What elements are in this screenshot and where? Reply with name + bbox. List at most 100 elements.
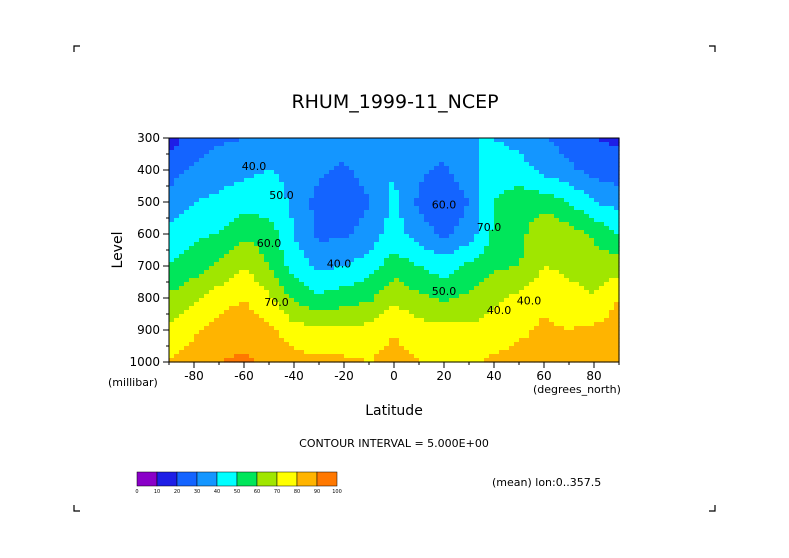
heatmap-cell [444,238,450,243]
heatmap-cell [589,266,595,271]
heatmap-cell [219,290,225,295]
heatmap-cell [594,350,600,355]
heatmap-cell [229,174,235,179]
heatmap-cell [354,186,360,191]
heatmap-cell [264,242,270,247]
heatmap-cell [259,262,265,267]
heatmap-cell [584,170,590,175]
heatmap-cell [404,346,410,351]
heatmap-cell [494,218,500,223]
heatmap-cell [379,190,385,195]
heatmap-cell [524,330,530,335]
heatmap-cell [439,210,445,215]
heatmap-cell [259,306,265,311]
heatmap-cell [474,254,480,259]
heatmap-cell [189,234,195,239]
heatmap-cell [534,326,540,331]
heatmap-cell [209,234,215,239]
heatmap-cell [184,330,190,335]
heatmap-cell [474,214,480,219]
heatmap-cell [584,318,590,323]
heatmap-cell [479,254,485,259]
heatmap-cell [454,282,460,287]
heatmap-cell [514,262,520,267]
heatmap-cell [304,138,310,143]
heatmap-cell [284,198,290,203]
heatmap-cell [474,302,480,307]
heatmap-cell [439,302,445,307]
heatmap-cell [169,258,175,263]
heatmap-cell [269,318,275,323]
heatmap-cell [459,202,465,207]
heatmap-cell [589,278,595,283]
heatmap-cell [294,162,300,167]
heatmap-cell [414,262,420,267]
heatmap-cell [489,138,495,143]
heatmap-cell [574,306,580,311]
heatmap-cell [299,246,305,251]
heatmap-cell [224,190,230,195]
heatmap-cell [409,258,415,263]
heatmap-cell [539,290,545,295]
heatmap-cell [569,218,575,223]
heatmap-cell [369,158,375,163]
heatmap-cell [499,286,505,291]
heatmap-cell [544,330,550,335]
heatmap-cell [529,150,535,155]
heatmap-cell [239,326,245,331]
heatmap-cell [584,330,590,335]
heatmap-cell [254,170,260,175]
heatmap-cell [534,318,540,323]
heatmap-cell [524,154,530,159]
heatmap-cell [259,142,265,147]
heatmap-cell [264,250,270,255]
heatmap-cell [234,242,240,247]
heatmap-cell [599,258,605,263]
heatmap-cell [239,358,245,363]
heatmap-cell [549,314,555,319]
heatmap-cell [209,182,215,187]
heatmap-cell [269,250,275,255]
heatmap-cell [284,266,290,271]
heatmap-cell [524,338,530,343]
heatmap-cell [174,274,180,279]
heatmap-cell [594,310,600,315]
heatmap-cell [409,274,415,279]
heatmap-cell [524,142,530,147]
heatmap-cell [414,250,420,255]
heatmap-cell [459,314,465,319]
heatmap-cell [284,358,290,363]
heatmap-cell [294,174,300,179]
heatmap-cell [389,238,395,243]
heatmap-cell [249,210,255,215]
heatmap-cell [279,174,285,179]
heatmap-cell [599,350,605,355]
heatmap-cell [599,250,605,255]
heatmap-cell [309,218,315,223]
heatmap-cell [479,314,485,319]
heatmap-cell [594,254,600,259]
heatmap-cell [194,358,200,363]
heatmap-cell [429,182,435,187]
heatmap-cell [189,266,195,271]
heatmap-cell [184,290,190,295]
heatmap-cell [509,286,515,291]
heatmap-cell [574,250,580,255]
heatmap-cell [264,354,270,359]
heatmap-cell [184,222,190,227]
heatmap-cell [449,322,455,327]
heatmap-cell [529,342,535,347]
heatmap-cell [224,342,230,347]
heatmap-cell [474,190,480,195]
heatmap-cell [344,322,350,327]
heatmap-cell [209,226,215,231]
heatmap-cell [534,278,540,283]
heatmap-cell [389,226,395,231]
heatmap-cell [524,286,530,291]
heatmap-cell [169,358,175,363]
heatmap-cell [214,282,220,287]
heatmap-cell [314,214,320,219]
heatmap-cell [274,314,280,319]
heatmap-cell [219,358,225,363]
heatmap-cell [614,206,620,211]
